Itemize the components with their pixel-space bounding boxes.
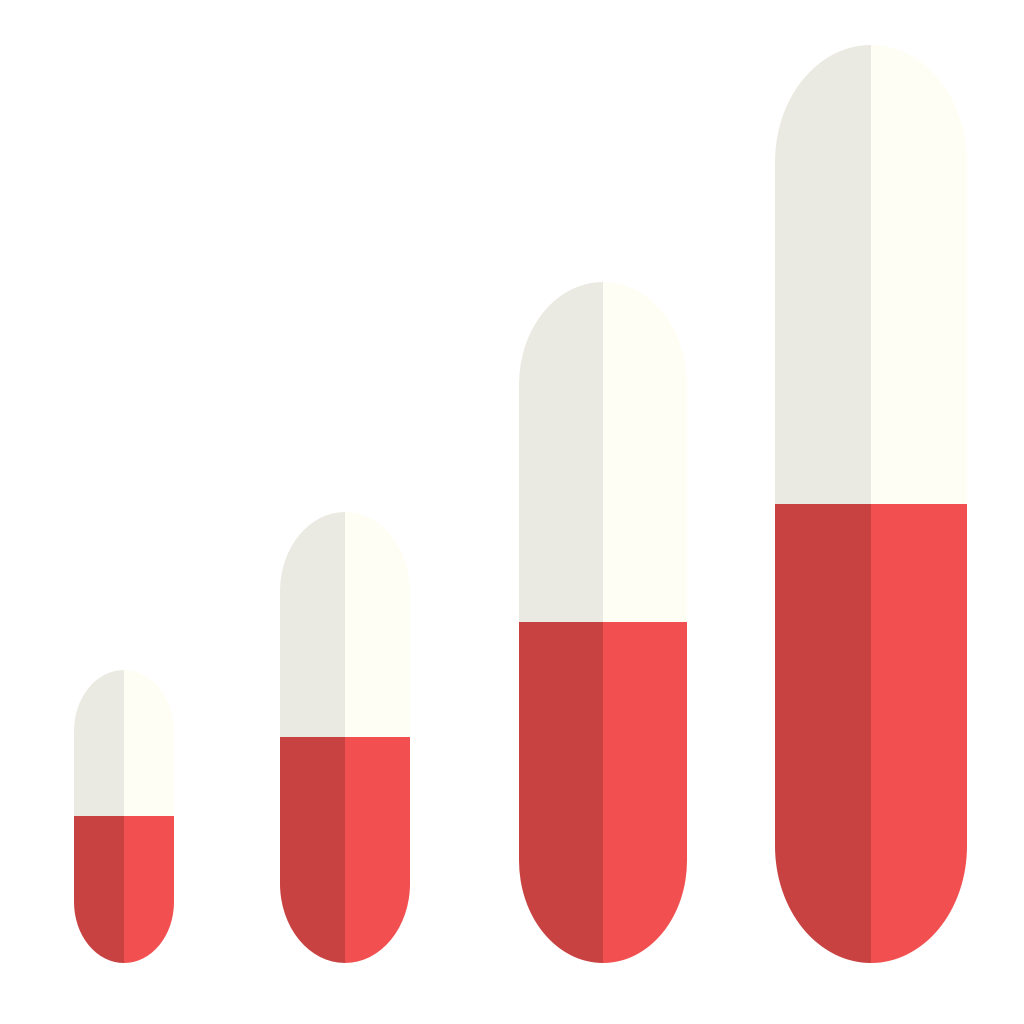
pill-medium-cap-right-half [345, 512, 410, 738]
pill-medium-body-right-half [345, 737, 410, 963]
pill-medium [280, 512, 410, 963]
pill-small [74, 670, 174, 963]
pill-xlarge-body-left-half [775, 504, 872, 963]
pill-small-body-right-half [124, 816, 174, 963]
pill-medium-cap-left-half [280, 512, 346, 738]
pill-small-cap-left-half [74, 670, 125, 817]
pill-large-body-left-half [519, 622, 604, 963]
pill-xlarge-cap-left-half [775, 45, 872, 505]
pill-large-cap-right-half [603, 282, 687, 623]
pill-small-cap-right-half [124, 670, 174, 817]
pill-xlarge-cap-right-half [871, 45, 967, 505]
pill-medium-body-left-half [280, 737, 346, 963]
pill-large-cap-left-half [519, 282, 604, 623]
pill-large-body-right-half [603, 622, 687, 963]
pill-large [519, 282, 687, 963]
pill-xlarge [775, 45, 967, 963]
pill-xlarge-body-right-half [871, 504, 967, 963]
pill-small-body-left-half [74, 816, 125, 963]
